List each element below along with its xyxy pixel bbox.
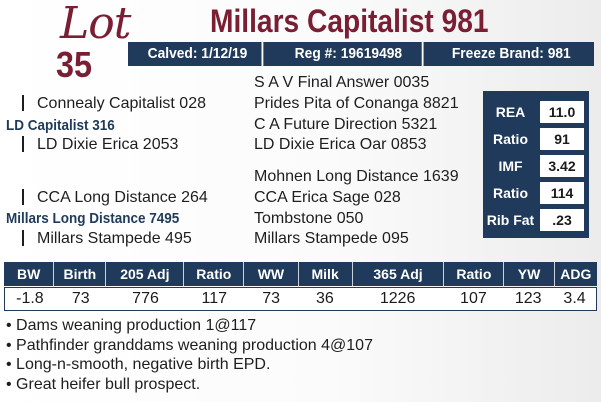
carcass-label: Rib Fat	[486, 212, 535, 228]
pedigree-bracket-dam-dam	[22, 230, 32, 246]
epd-table-values-row: -1.8 73 776 117 73 36 1226 107 123 3.4	[4, 287, 597, 311]
carcass-row: REA 11.0	[483, 99, 589, 125]
epd-table-header: BW Birth 205 Adj Ratio WW Milk 365 Adj R…	[4, 262, 597, 286]
pedigree-bracket-sire-sire	[22, 95, 32, 111]
pedigree-sire-dam-sire: C A Future Direction 5321	[254, 116, 438, 133]
epd-header-cell: WW	[244, 262, 299, 286]
carcass-value: 91	[540, 128, 584, 150]
pedigree-dam-dam-sire: Tombstone 050	[254, 210, 364, 227]
epd-value-cell: 73	[71, 290, 90, 307]
carcass-label: Ratio	[493, 185, 528, 201]
carcass-value: 11.0	[540, 101, 584, 123]
lot-label: Lot	[60, 0, 131, 49]
pedigree-dam-sire-dam: CCA Erica Sage 028	[254, 189, 401, 206]
carcass-label: IMF	[498, 158, 523, 174]
epd-value-cell: -1.8	[16, 290, 44, 307]
carcass-value: 3.42	[540, 155, 584, 177]
pedigree-bracket-sire-dam	[22, 136, 32, 152]
epd-value-cell: 36	[316, 290, 334, 307]
carcass-value: .23	[540, 209, 584, 231]
note-item: • Great heifer bull prospect.	[6, 375, 201, 393]
pedigree-sire-sire: Connealy Capitalist 028	[37, 95, 206, 112]
epd-value-cell: 117	[201, 290, 228, 307]
pedigree-dam-dam: Millars Stampede 495	[37, 230, 192, 247]
epd-header-cell: BW	[4, 262, 55, 286]
epd-header-cell: Ratio	[444, 262, 505, 286]
info-bar: Calved: 1/12/19 Reg #: 19619498 Freeze B…	[128, 42, 594, 66]
note-item: • Long-n-smooth, negative birth EPD.	[6, 356, 271, 373]
epd-header-cell: Milk	[299, 262, 353, 286]
carcass-row: Ratio 114	[483, 180, 589, 206]
epd-header-cell: Birth	[54, 262, 107, 286]
pedigree-dam: Millars Long Distance 7495	[6, 210, 180, 227]
epd-header-cell: 205 Adj	[106, 262, 185, 286]
notes-list: • Dams weaning production 1@117 • Pathfi…	[6, 316, 373, 394]
carcass-row: IMF 3.42	[483, 153, 589, 179]
note-item: • Dams weaning production 1@117	[6, 317, 257, 334]
epd-header-cell: Ratio	[184, 262, 245, 286]
animal-name-title: Millars Capitalist 981	[210, 3, 489, 39]
pedigree-bracket-dam-sire	[22, 189, 32, 205]
carcass-row: Rib Fat .23	[483, 207, 589, 233]
calved-date: Calved: 1/12/19	[134, 42, 264, 66]
pedigree-sire-sire-sire: S A V Final Answer 0035	[254, 74, 430, 91]
carcass-row: Ratio 91	[483, 126, 589, 152]
pedigree-sire-sire-dam: Prides Pita of Conanga 8821	[254, 95, 459, 112]
epd-header-cell: YW	[504, 262, 555, 286]
epd-header-cell: 365 Adj	[353, 262, 445, 286]
note-item: • Pathfinder granddams weaning productio…	[6, 336, 373, 354]
carcass-label: REA	[495, 104, 526, 120]
epd-value-cell: 73	[262, 290, 280, 307]
pedigree-sire: LD Capitalist 316	[6, 117, 115, 134]
epd-value-cell: 107	[460, 290, 487, 307]
lot-number: 35	[56, 44, 93, 85]
carcass-label: Ratio	[493, 131, 528, 147]
carcass-stats-box: REA 11.0 Ratio 91 IMF 3.42 Ratio 114 Rib…	[483, 91, 589, 238]
epd-value-cell: 776	[132, 290, 159, 307]
pedigree-dam-sire-sire: Mohnen Long Distance 1639	[254, 168, 459, 185]
registration-number: Reg #: 19619498	[275, 42, 423, 66]
pedigree-sire-dam-dam: LD Dixie Erica Oar 0853	[254, 136, 427, 153]
pedigree-sire-dam: LD Dixie Erica 2053	[37, 136, 179, 153]
pedigree-dam-dam-dam: Millars Stampede 095	[254, 230, 409, 247]
epd-value-cell: 123	[514, 290, 542, 307]
epd-value-cell: 1226	[379, 290, 416, 307]
epd-value-cell: 3.4	[563, 290, 586, 307]
carcass-value: 114	[540, 182, 584, 204]
freeze-brand: Freeze Brand: 981	[452, 45, 572, 62]
epd-header-cell: ADG	[560, 266, 592, 282]
pedigree-dam-sire: CCA Long Distance 264	[37, 189, 208, 206]
